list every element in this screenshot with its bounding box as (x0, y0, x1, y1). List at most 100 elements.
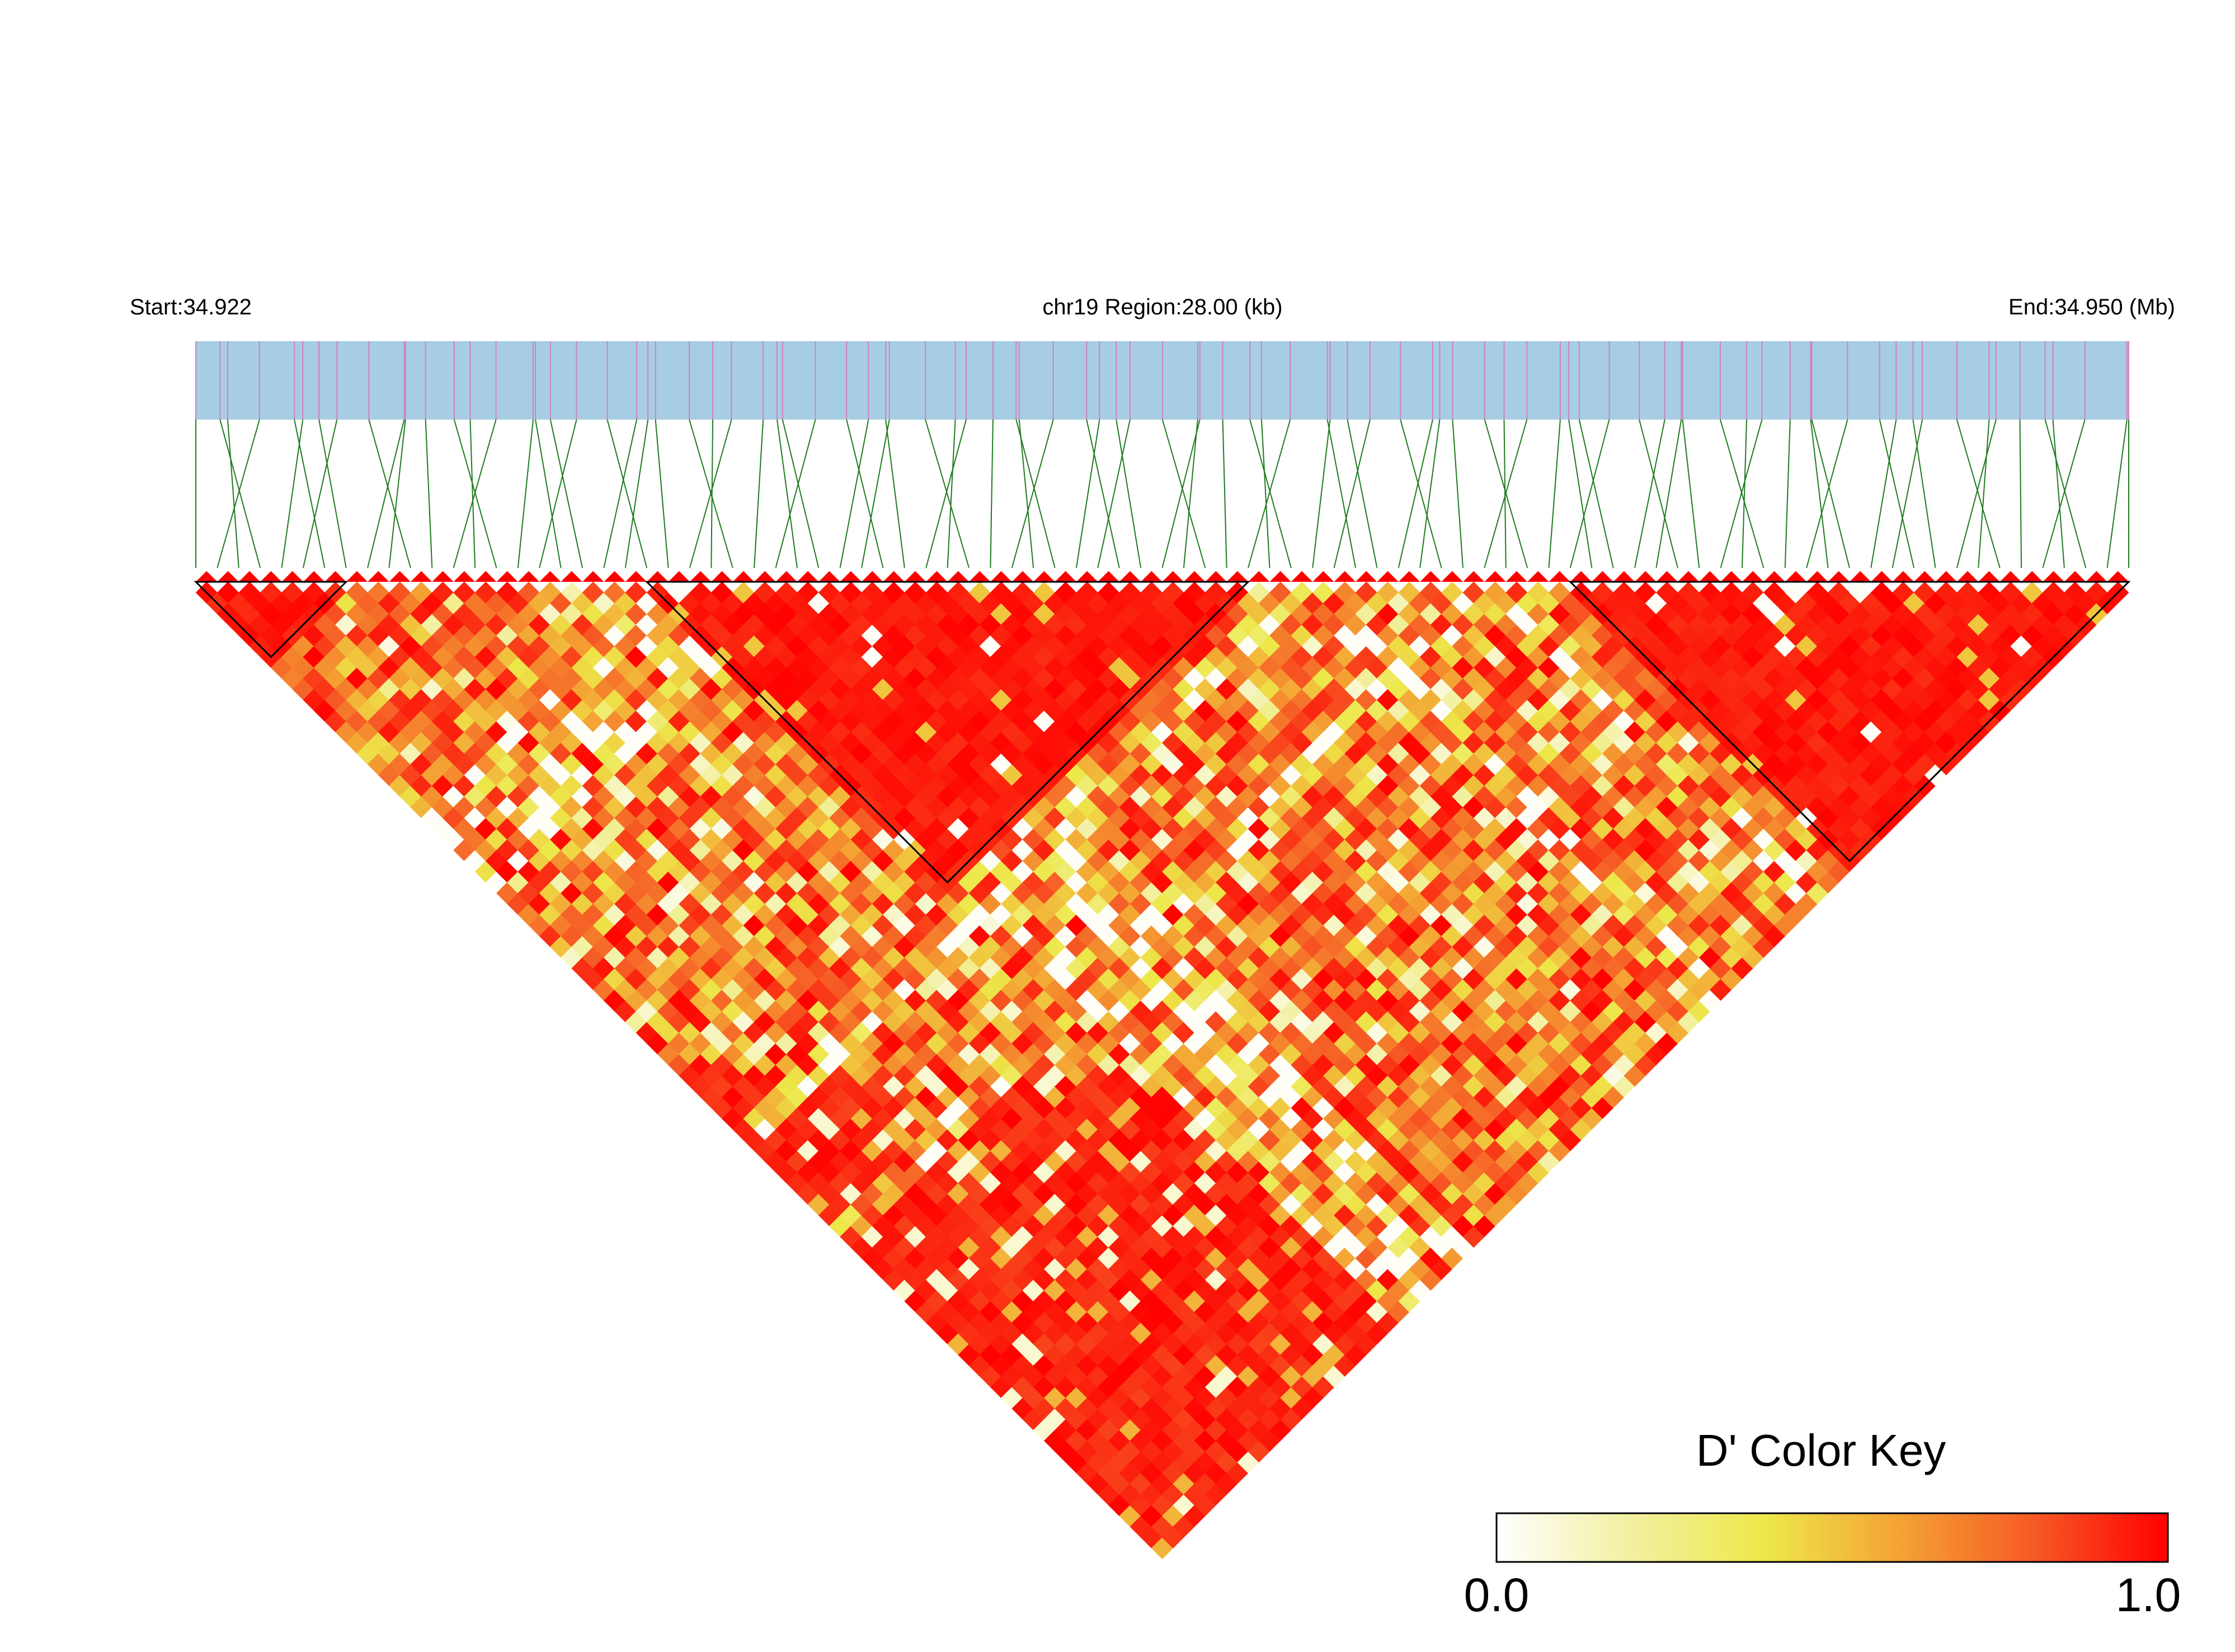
snp-marker (1484, 571, 1506, 582)
snp-marker (604, 571, 625, 582)
snp-marker (1377, 571, 1399, 582)
snp-marker (432, 571, 454, 582)
snp-marker (389, 571, 411, 582)
snp-marker (1312, 571, 1334, 582)
snp-marker (1462, 571, 1485, 582)
snp-marker (775, 571, 797, 582)
snp-marker (1828, 571, 1850, 582)
snp-marker (1720, 571, 1742, 582)
snp-connector (1639, 419, 1678, 568)
snp-connector (947, 419, 956, 568)
snp-connector (925, 419, 967, 568)
snp-marker (475, 571, 497, 582)
snp-connector (775, 419, 816, 568)
snp-marker (1677, 571, 1700, 582)
snp-marker (1656, 571, 1678, 582)
snp-tick-marks (195, 341, 2129, 420)
snp-marker (196, 571, 218, 582)
snp-marker (303, 571, 325, 582)
snp-connector (1018, 419, 1034, 568)
snp-marker (2107, 571, 2129, 582)
color-key: D' Color Key 0.0 1.0 (1464, 1425, 2181, 1621)
snp-connector (624, 419, 649, 568)
snp-connector (1086, 419, 1120, 568)
snp-marker (2086, 571, 2107, 582)
snp-marker (1162, 571, 1184, 582)
snp-marker (2064, 571, 2086, 582)
snp-marker (904, 571, 926, 582)
snp-connector (1161, 419, 1201, 568)
snp-marker (2021, 571, 2043, 582)
snp-marker (1978, 571, 2000, 582)
snp-connector (1011, 419, 1054, 568)
snp-connector (1326, 419, 1356, 568)
snp-marker (969, 571, 991, 582)
snp-marker (1570, 571, 1592, 582)
snp-connector (302, 419, 338, 568)
snp-marker (217, 571, 239, 582)
snp-connector (453, 419, 497, 568)
snp-connector (517, 419, 534, 568)
snp-connector (1569, 419, 1610, 568)
snp-connector (1183, 419, 1198, 568)
color-key-gradient-bar (1495, 1512, 2169, 1563)
snp-connector (839, 419, 869, 568)
snp-marker (1892, 571, 1914, 582)
snp-marker (1505, 571, 1528, 582)
snp-marker (1420, 571, 1442, 582)
snp-connector (1578, 419, 1614, 568)
snp-connector (388, 419, 406, 568)
snp-connector (549, 419, 583, 568)
snp-marker (281, 571, 303, 582)
snp-connector (217, 419, 260, 568)
snp-connector (1879, 419, 1915, 568)
snp-marker (561, 571, 582, 582)
snp-marker (496, 571, 518, 582)
snp-marker (668, 571, 690, 582)
snp-marker (1098, 571, 1119, 582)
snp-connector (1655, 419, 1682, 568)
snp-connector (539, 419, 577, 568)
snp-marker (1742, 571, 1764, 582)
snp-connector (782, 419, 820, 568)
snp-connector (1398, 419, 1433, 568)
snp-marker (990, 571, 1012, 582)
snp-marker (1226, 571, 1249, 582)
snp-connector (1484, 419, 1528, 568)
snp-marker (1956, 571, 1979, 582)
snp-connector (1161, 419, 1206, 568)
snp-marker (1699, 571, 1721, 582)
snp-connector (2044, 419, 2087, 568)
snp-marker (324, 571, 346, 582)
snp-connector (1568, 419, 1593, 568)
snp-connector (655, 419, 669, 568)
region-start-label: Start:34.922 (130, 295, 252, 319)
snp-marker (1183, 571, 1206, 582)
snp-connector (219, 419, 261, 568)
snp-marker (517, 571, 540, 582)
snp-connector (925, 419, 970, 568)
snp-marker (1871, 571, 1893, 582)
snp-connector (1116, 419, 1142, 568)
snp-connector (2052, 419, 2065, 568)
snp-connector (1419, 419, 1441, 568)
snp-marker (1763, 571, 1785, 582)
snp-marker (711, 571, 733, 582)
snp-marker (368, 571, 389, 582)
snp-connector (1806, 419, 1848, 568)
snp-connector (1956, 419, 1997, 568)
snp-connector (1503, 419, 1507, 568)
snp-marker (647, 571, 669, 582)
snp-marker (732, 571, 755, 582)
snp-connector (1333, 419, 1371, 568)
snp-connector (2042, 419, 2086, 568)
snp-connector (1312, 419, 1331, 568)
snp-marker (1999, 571, 2022, 582)
snp-marker (1398, 571, 1420, 582)
snp-marker (1334, 571, 1356, 582)
snp-marker (1205, 571, 1227, 582)
snp-connector (1912, 419, 1936, 568)
snp-connector (861, 419, 890, 568)
snp-marker (1849, 571, 1871, 582)
snp-connector (1634, 419, 1665, 568)
